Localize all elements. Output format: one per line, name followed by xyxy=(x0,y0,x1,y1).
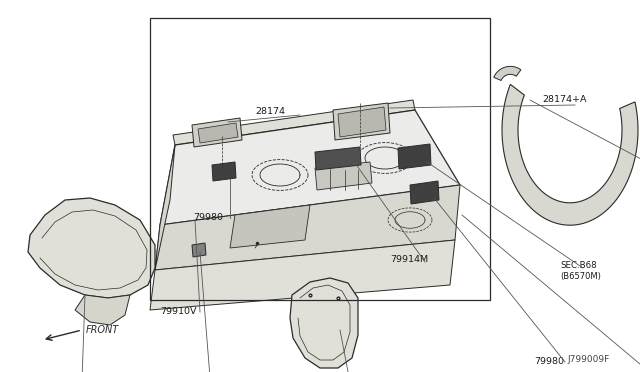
Polygon shape xyxy=(493,66,521,80)
Polygon shape xyxy=(192,118,242,147)
Polygon shape xyxy=(230,205,310,248)
Text: J799009F: J799009F xyxy=(568,355,610,364)
Polygon shape xyxy=(212,162,236,181)
Polygon shape xyxy=(75,295,130,325)
Polygon shape xyxy=(198,123,238,143)
Polygon shape xyxy=(173,100,415,145)
Polygon shape xyxy=(398,144,431,169)
Text: 79914M: 79914M xyxy=(390,256,428,264)
Polygon shape xyxy=(192,243,206,257)
Polygon shape xyxy=(155,145,175,270)
Polygon shape xyxy=(502,84,638,225)
Text: 28174+A: 28174+A xyxy=(542,96,586,105)
Text: 79910V: 79910V xyxy=(160,308,196,317)
Bar xyxy=(150,18,490,300)
Text: 79980: 79980 xyxy=(534,357,564,366)
Polygon shape xyxy=(338,107,386,137)
Polygon shape xyxy=(155,185,460,270)
Text: 28174: 28174 xyxy=(255,108,285,116)
Polygon shape xyxy=(333,103,390,140)
Polygon shape xyxy=(150,240,455,310)
Polygon shape xyxy=(160,110,460,225)
Text: (B6570M): (B6570M) xyxy=(560,273,601,282)
Polygon shape xyxy=(410,181,439,204)
Text: 79980: 79980 xyxy=(193,214,223,222)
Polygon shape xyxy=(315,162,372,190)
Text: SEC.B68: SEC.B68 xyxy=(560,260,596,269)
Text: FRONT: FRONT xyxy=(86,325,119,335)
Polygon shape xyxy=(315,147,361,170)
Polygon shape xyxy=(290,278,358,368)
Polygon shape xyxy=(28,198,155,298)
